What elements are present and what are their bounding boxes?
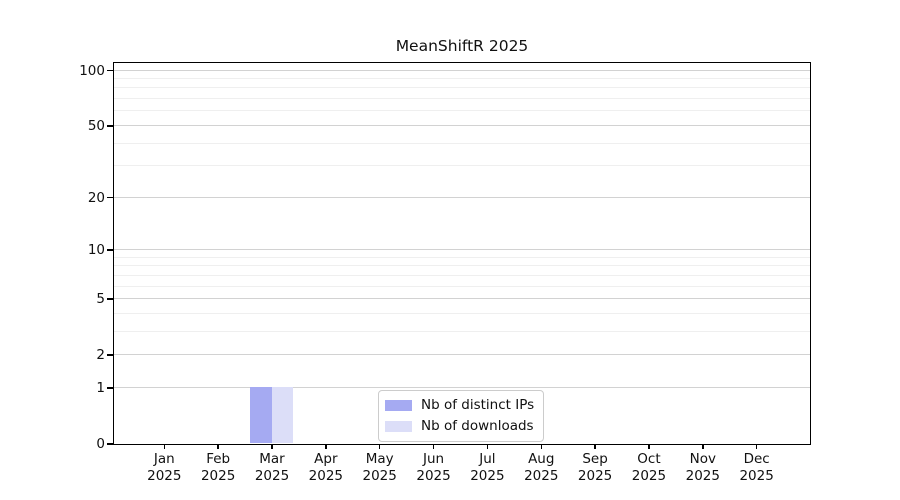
y-tick-label-2: 2 bbox=[96, 347, 105, 364]
gridline-major-2 bbox=[113, 354, 810, 356]
gridline-minor-30 bbox=[113, 165, 810, 167]
gridline-major-1 bbox=[113, 386, 810, 388]
y-tick-mark-1 bbox=[107, 387, 113, 389]
gridline-minor-4 bbox=[113, 312, 810, 314]
legend-label-distinct-ips: Nb of distinct IPs bbox=[421, 397, 535, 413]
gridline-minor-7 bbox=[113, 274, 810, 276]
y-tick-label-50: 50 bbox=[87, 117, 105, 134]
gridline-minor-80 bbox=[113, 87, 810, 89]
y-tick-label-10: 10 bbox=[87, 242, 105, 258]
gridline-major-20 bbox=[113, 196, 810, 198]
y-tick-mark-5 bbox=[107, 298, 113, 300]
y-tick-mark-20 bbox=[107, 196, 113, 199]
x-tick-label-feb: Feb 2025 bbox=[200, 451, 236, 484]
gridline-minor-90 bbox=[113, 78, 810, 80]
x-tick-mark-jul bbox=[486, 444, 489, 449]
x-tick-label-jul: Jul 2025 bbox=[470, 451, 505, 484]
plot-area bbox=[112, 61, 811, 445]
legend-swatch-distinct-ips bbox=[385, 400, 412, 411]
x-tick-label-jun: Jun 2025 bbox=[416, 451, 451, 484]
legend-swatch-downloads bbox=[385, 421, 412, 432]
x-tick-label-oct: Oct 2025 bbox=[631, 451, 667, 484]
x-tick-label-jan: Jan 2025 bbox=[147, 451, 182, 484]
y-tick-label-20: 20 bbox=[87, 189, 105, 206]
x-tick-mark-may bbox=[378, 444, 381, 449]
x-tick-mark-oct bbox=[648, 444, 650, 449]
chart-title: MeanShiftR 2025 bbox=[395, 37, 529, 55]
legend-item-distinct-ips: Nb of distinct IPs bbox=[385, 397, 534, 414]
gridline-minor-3 bbox=[113, 330, 810, 332]
x-tick-mark-apr bbox=[325, 444, 327, 449]
y-tick-mark-0 bbox=[107, 443, 113, 445]
y-tick-label-5: 5 bbox=[96, 291, 105, 308]
gridline-major-100 bbox=[113, 69, 810, 71]
gridline-minor-60 bbox=[113, 110, 810, 112]
x-tick-mark-jan bbox=[163, 444, 166, 449]
y-tick-mark-100 bbox=[107, 69, 113, 72]
y-tick-mark-10 bbox=[107, 249, 113, 251]
x-tick-mark-feb bbox=[217, 444, 219, 449]
gridline-minor-6 bbox=[113, 285, 810, 287]
bar-distinct-ips-mar-2025 bbox=[250, 387, 272, 444]
x-tick-label-may: May 2025 bbox=[362, 451, 397, 484]
x-tick-label-nov: Nov 2025 bbox=[685, 451, 720, 484]
y-tick-label-1: 1 bbox=[96, 379, 105, 396]
bar-downloads-mar-2025 bbox=[271, 387, 293, 444]
x-tick-mark-dec bbox=[755, 444, 758, 449]
y-tick-mark-2 bbox=[107, 354, 113, 356]
x-tick-mark-sep bbox=[594, 444, 596, 449]
x-tick-mark-mar bbox=[271, 444, 273, 449]
x-tick-mark-jun bbox=[432, 444, 435, 449]
x-tick-label-aug: Aug 2025 bbox=[524, 451, 559, 484]
x-tick-label-sep: Sep 2025 bbox=[577, 451, 613, 484]
gridline-major-10 bbox=[113, 249, 810, 250]
gridline-major-5 bbox=[113, 298, 810, 300]
y-tick-mark-50 bbox=[107, 125, 113, 127]
x-tick-mark-nov bbox=[702, 444, 704, 449]
gridline-major-50 bbox=[113, 124, 810, 126]
x-tick-label-dec: Dec 2025 bbox=[739, 451, 774, 484]
y-tick-label-100: 100 bbox=[79, 62, 105, 79]
gridline-minor-8 bbox=[113, 265, 810, 267]
legend-label-downloads: Nb of downloads bbox=[421, 418, 534, 434]
gridline-minor-70 bbox=[113, 98, 810, 100]
y-tick-label-0: 0 bbox=[96, 436, 105, 452]
x-tick-label-apr: Apr 2025 bbox=[308, 451, 344, 484]
x-tick-mark-aug bbox=[540, 444, 542, 449]
gridline-minor-40 bbox=[113, 142, 810, 144]
gridline-minor-9 bbox=[113, 256, 810, 258]
legend: Nb of distinct IPs Nb of downloads bbox=[378, 390, 545, 442]
x-tick-label-mar: Mar 2025 bbox=[254, 451, 290, 484]
legend-item-downloads: Nb of downloads bbox=[385, 418, 534, 435]
